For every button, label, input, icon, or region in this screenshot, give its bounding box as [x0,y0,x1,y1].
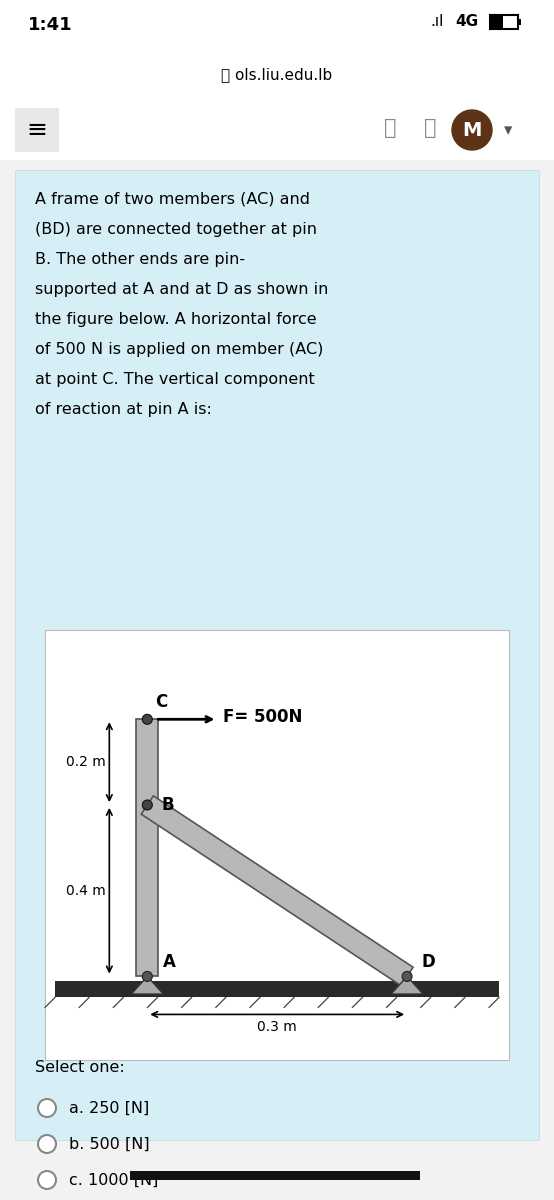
Polygon shape [391,977,423,994]
Bar [0,0,554,50]
Circle shape [142,972,152,982]
Text: of 500 N is applied on member (AC): of 500 N is applied on member (AC) [35,342,324,358]
Bar [15,170,539,1140]
Circle shape [38,1099,56,1117]
Circle shape [38,1135,56,1153]
Text: ≡: ≡ [27,118,48,142]
Bar [490,14,518,29]
Polygon shape [141,796,413,985]
Text: Select one:: Select one: [35,1060,125,1075]
Circle shape [38,1171,56,1189]
Text: at point C. The vertical component: at point C. The vertical component [35,372,315,386]
Text: c. 1000 [N]: c. 1000 [N] [69,1172,158,1188]
Text: A: A [163,954,176,972]
Text: A frame of two members (AC) and: A frame of two members (AC) and [35,192,310,206]
Text: D: D [421,954,435,972]
Bar [15,108,59,152]
Text: 0.3 m: 0.3 m [257,1020,297,1034]
Text: (BD) are connected together at pin: (BD) are connected together at pin [35,222,317,236]
Text: F= 500N: F= 500N [223,708,302,726]
Text: supported at A and at D as shown in: supported at A and at D as shown in [35,282,329,296]
Text: 4G: 4G [455,14,478,30]
Text: 1:41: 1:41 [28,16,73,34]
Polygon shape [131,977,163,994]
Text: .ıl: .ıl [430,14,443,30]
Text: 0.2 m: 0.2 m [65,755,105,769]
Circle shape [452,110,492,150]
Bar [130,1171,420,1180]
Text: 💬: 💬 [424,118,436,138]
Circle shape [142,714,152,725]
Circle shape [402,972,412,982]
Text: 🔒 ols.liu.edu.lb: 🔒 ols.liu.edu.lb [222,67,332,83]
Bar [0,100,554,160]
Bar [491,16,503,28]
Text: of reaction at pin A is:: of reaction at pin A is: [35,402,212,416]
Text: B: B [161,796,174,814]
Text: B. The other ends are pin-: B. The other ends are pin- [35,252,245,266]
Text: the figure below. A horizontal force: the figure below. A horizontal force [35,312,317,326]
Circle shape [142,800,152,810]
Text: ▾: ▾ [504,121,512,139]
Text: 0.4 m: 0.4 m [65,883,105,898]
Text: 🔔: 🔔 [384,118,396,138]
Text: a. 250 [N]: a. 250 [N] [69,1100,149,1116]
Bar [45,630,509,1060]
Polygon shape [136,719,158,977]
Text: C: C [155,694,167,712]
Bar [55,982,499,997]
Text: b. 500 [N]: b. 500 [N] [69,1136,150,1152]
Bar [518,19,521,25]
Bar [0,50,554,100]
Text: M: M [462,120,481,139]
